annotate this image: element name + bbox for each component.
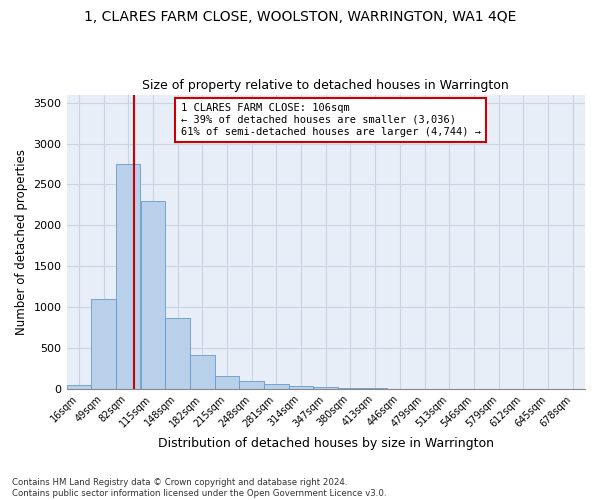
Bar xyxy=(116,164,140,389)
Bar xyxy=(215,376,239,389)
Bar xyxy=(239,380,264,389)
Bar xyxy=(289,386,313,389)
Text: Contains HM Land Registry data © Crown copyright and database right 2024.
Contai: Contains HM Land Registry data © Crown c… xyxy=(12,478,386,498)
Bar xyxy=(190,354,215,389)
Bar xyxy=(141,201,165,389)
Y-axis label: Number of detached properties: Number of detached properties xyxy=(15,148,28,334)
Bar xyxy=(166,318,190,389)
Text: 1 CLARES FARM CLOSE: 106sqm
← 39% of detached houses are smaller (3,036)
61% of : 1 CLARES FARM CLOSE: 106sqm ← 39% of det… xyxy=(181,104,481,136)
Bar xyxy=(91,299,116,389)
Bar xyxy=(338,388,362,389)
X-axis label: Distribution of detached houses by size in Warrington: Distribution of detached houses by size … xyxy=(158,437,494,450)
Title: Size of property relative to detached houses in Warrington: Size of property relative to detached ho… xyxy=(142,79,509,92)
Bar xyxy=(314,388,338,389)
Bar xyxy=(67,385,91,389)
Text: 1, CLARES FARM CLOSE, WOOLSTON, WARRINGTON, WA1 4QE: 1, CLARES FARM CLOSE, WOOLSTON, WARRINGT… xyxy=(84,10,516,24)
Bar xyxy=(264,384,289,389)
